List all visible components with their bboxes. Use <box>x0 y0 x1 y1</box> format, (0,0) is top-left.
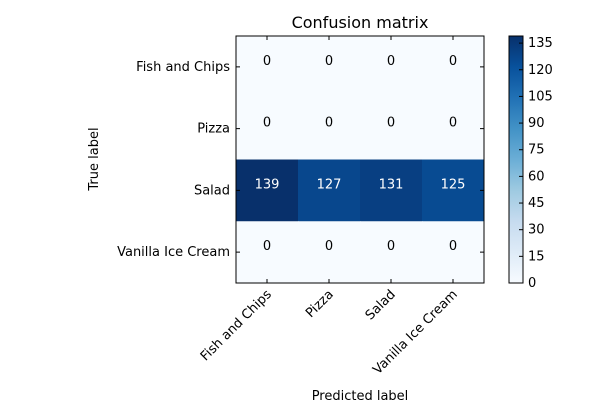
cell-value-label: 0 <box>325 54 333 69</box>
x-tick-label: Pizza <box>303 287 337 321</box>
heatmap-cell <box>422 36 485 99</box>
cell-value-label: 0 <box>449 54 457 69</box>
colorbar-tick-label: 0 <box>528 276 536 291</box>
chart-title: Confusion matrix <box>292 13 429 32</box>
colorbar-tick-label: 60 <box>528 169 545 184</box>
colorbar-tick-label: 75 <box>528 143 545 158</box>
heatmap-cell <box>360 36 423 99</box>
cell-value-label: 125 <box>441 177 466 192</box>
heatmap-cell <box>236 159 299 222</box>
x-axis-label: Predicted label <box>312 389 409 400</box>
x-tick-label: Fish and Chips <box>198 287 275 364</box>
heatmap-cell <box>422 159 485 222</box>
heatmap-cell <box>298 36 361 99</box>
colorbar-tick-label: 30 <box>528 223 545 238</box>
cell-value-label: 0 <box>325 239 333 254</box>
x-tick-label: Salad <box>363 287 399 323</box>
heatmap-cell <box>298 97 361 160</box>
heatmap-cell <box>298 159 361 222</box>
colorbar-tick-label: 105 <box>528 89 553 104</box>
y-axis-label: True label <box>87 127 102 191</box>
colorbar: 0 15 30 45 60 75 90 105 120 135 <box>508 35 553 291</box>
y-tick-label: Fish and Chips <box>136 60 230 75</box>
heatmap-grid: 0 0 0 0 0 0 0 0 139 127 131 125 0 0 0 0 <box>235 35 485 284</box>
cell-value-label: 0 <box>263 239 271 254</box>
cell-value-label: 0 <box>449 116 457 131</box>
y-tick-label: Vanilla Ice Cream <box>117 245 230 260</box>
cell-value-label: 0 <box>325 116 333 131</box>
heatmap-cell <box>298 221 361 284</box>
heatmap-cell <box>360 97 423 160</box>
y-tick-label: Salad <box>194 183 230 198</box>
heatmap-cell <box>236 221 299 284</box>
heatmap-cell <box>236 97 299 160</box>
cell-value-label: 0 <box>263 116 271 131</box>
y-tick-label: Pizza <box>197 122 230 137</box>
heatmap-cell <box>422 221 485 284</box>
cell-value-label: 131 <box>379 177 404 192</box>
heatmap-cell <box>422 97 485 160</box>
heatmap-cell <box>236 36 299 99</box>
y-axis-ticks: Fish and Chips Pizza Salad Vanilla Ice Crea… <box>117 60 484 260</box>
colorbar-tick-label: 90 <box>528 116 545 131</box>
cell-value-label: 127 <box>317 177 342 192</box>
heatmap-cell <box>360 159 423 222</box>
cell-value-label: 0 <box>387 54 395 69</box>
cell-value-label: 0 <box>387 239 395 254</box>
colorbar-tick-label: 15 <box>528 249 545 264</box>
plot-frame <box>235 35 485 284</box>
colorbar-tick-label: 45 <box>528 196 545 211</box>
cell-value-label: 0 <box>449 239 457 254</box>
colorbar-tick-label: 135 <box>528 36 553 51</box>
colorbar-gradient <box>508 35 524 284</box>
colorbar-tick-label: 120 <box>528 63 553 78</box>
cell-value-label: 0 <box>387 116 395 131</box>
cell-value-label: 139 <box>255 177 280 192</box>
heatmap-cell <box>360 221 423 284</box>
cell-value-label: 0 <box>263 54 271 69</box>
